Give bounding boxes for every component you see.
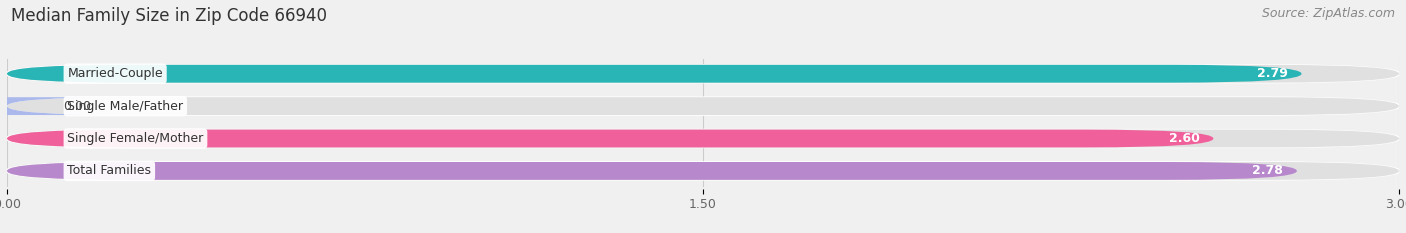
FancyBboxPatch shape — [7, 97, 1399, 115]
Text: 2.60: 2.60 — [1168, 132, 1199, 145]
FancyBboxPatch shape — [7, 162, 1399, 180]
Text: 2.78: 2.78 — [1253, 164, 1284, 177]
FancyBboxPatch shape — [7, 65, 1399, 83]
Text: Single Male/Father: Single Male/Father — [67, 100, 183, 113]
Text: Single Female/Mother: Single Female/Mother — [67, 132, 204, 145]
FancyBboxPatch shape — [7, 65, 1302, 83]
FancyBboxPatch shape — [7, 162, 1296, 180]
FancyBboxPatch shape — [4, 129, 1402, 148]
Text: 2.79: 2.79 — [1257, 67, 1288, 80]
FancyBboxPatch shape — [7, 130, 1213, 147]
FancyBboxPatch shape — [0, 97, 135, 115]
Text: Married-Couple: Married-Couple — [67, 67, 163, 80]
FancyBboxPatch shape — [4, 161, 1402, 181]
Text: Total Families: Total Families — [67, 164, 152, 177]
Text: 0.00: 0.00 — [63, 100, 91, 113]
Text: Source: ZipAtlas.com: Source: ZipAtlas.com — [1261, 7, 1395, 20]
Text: Median Family Size in Zip Code 66940: Median Family Size in Zip Code 66940 — [11, 7, 328, 25]
FancyBboxPatch shape — [4, 64, 1402, 83]
FancyBboxPatch shape — [4, 96, 1402, 116]
FancyBboxPatch shape — [7, 130, 1399, 147]
